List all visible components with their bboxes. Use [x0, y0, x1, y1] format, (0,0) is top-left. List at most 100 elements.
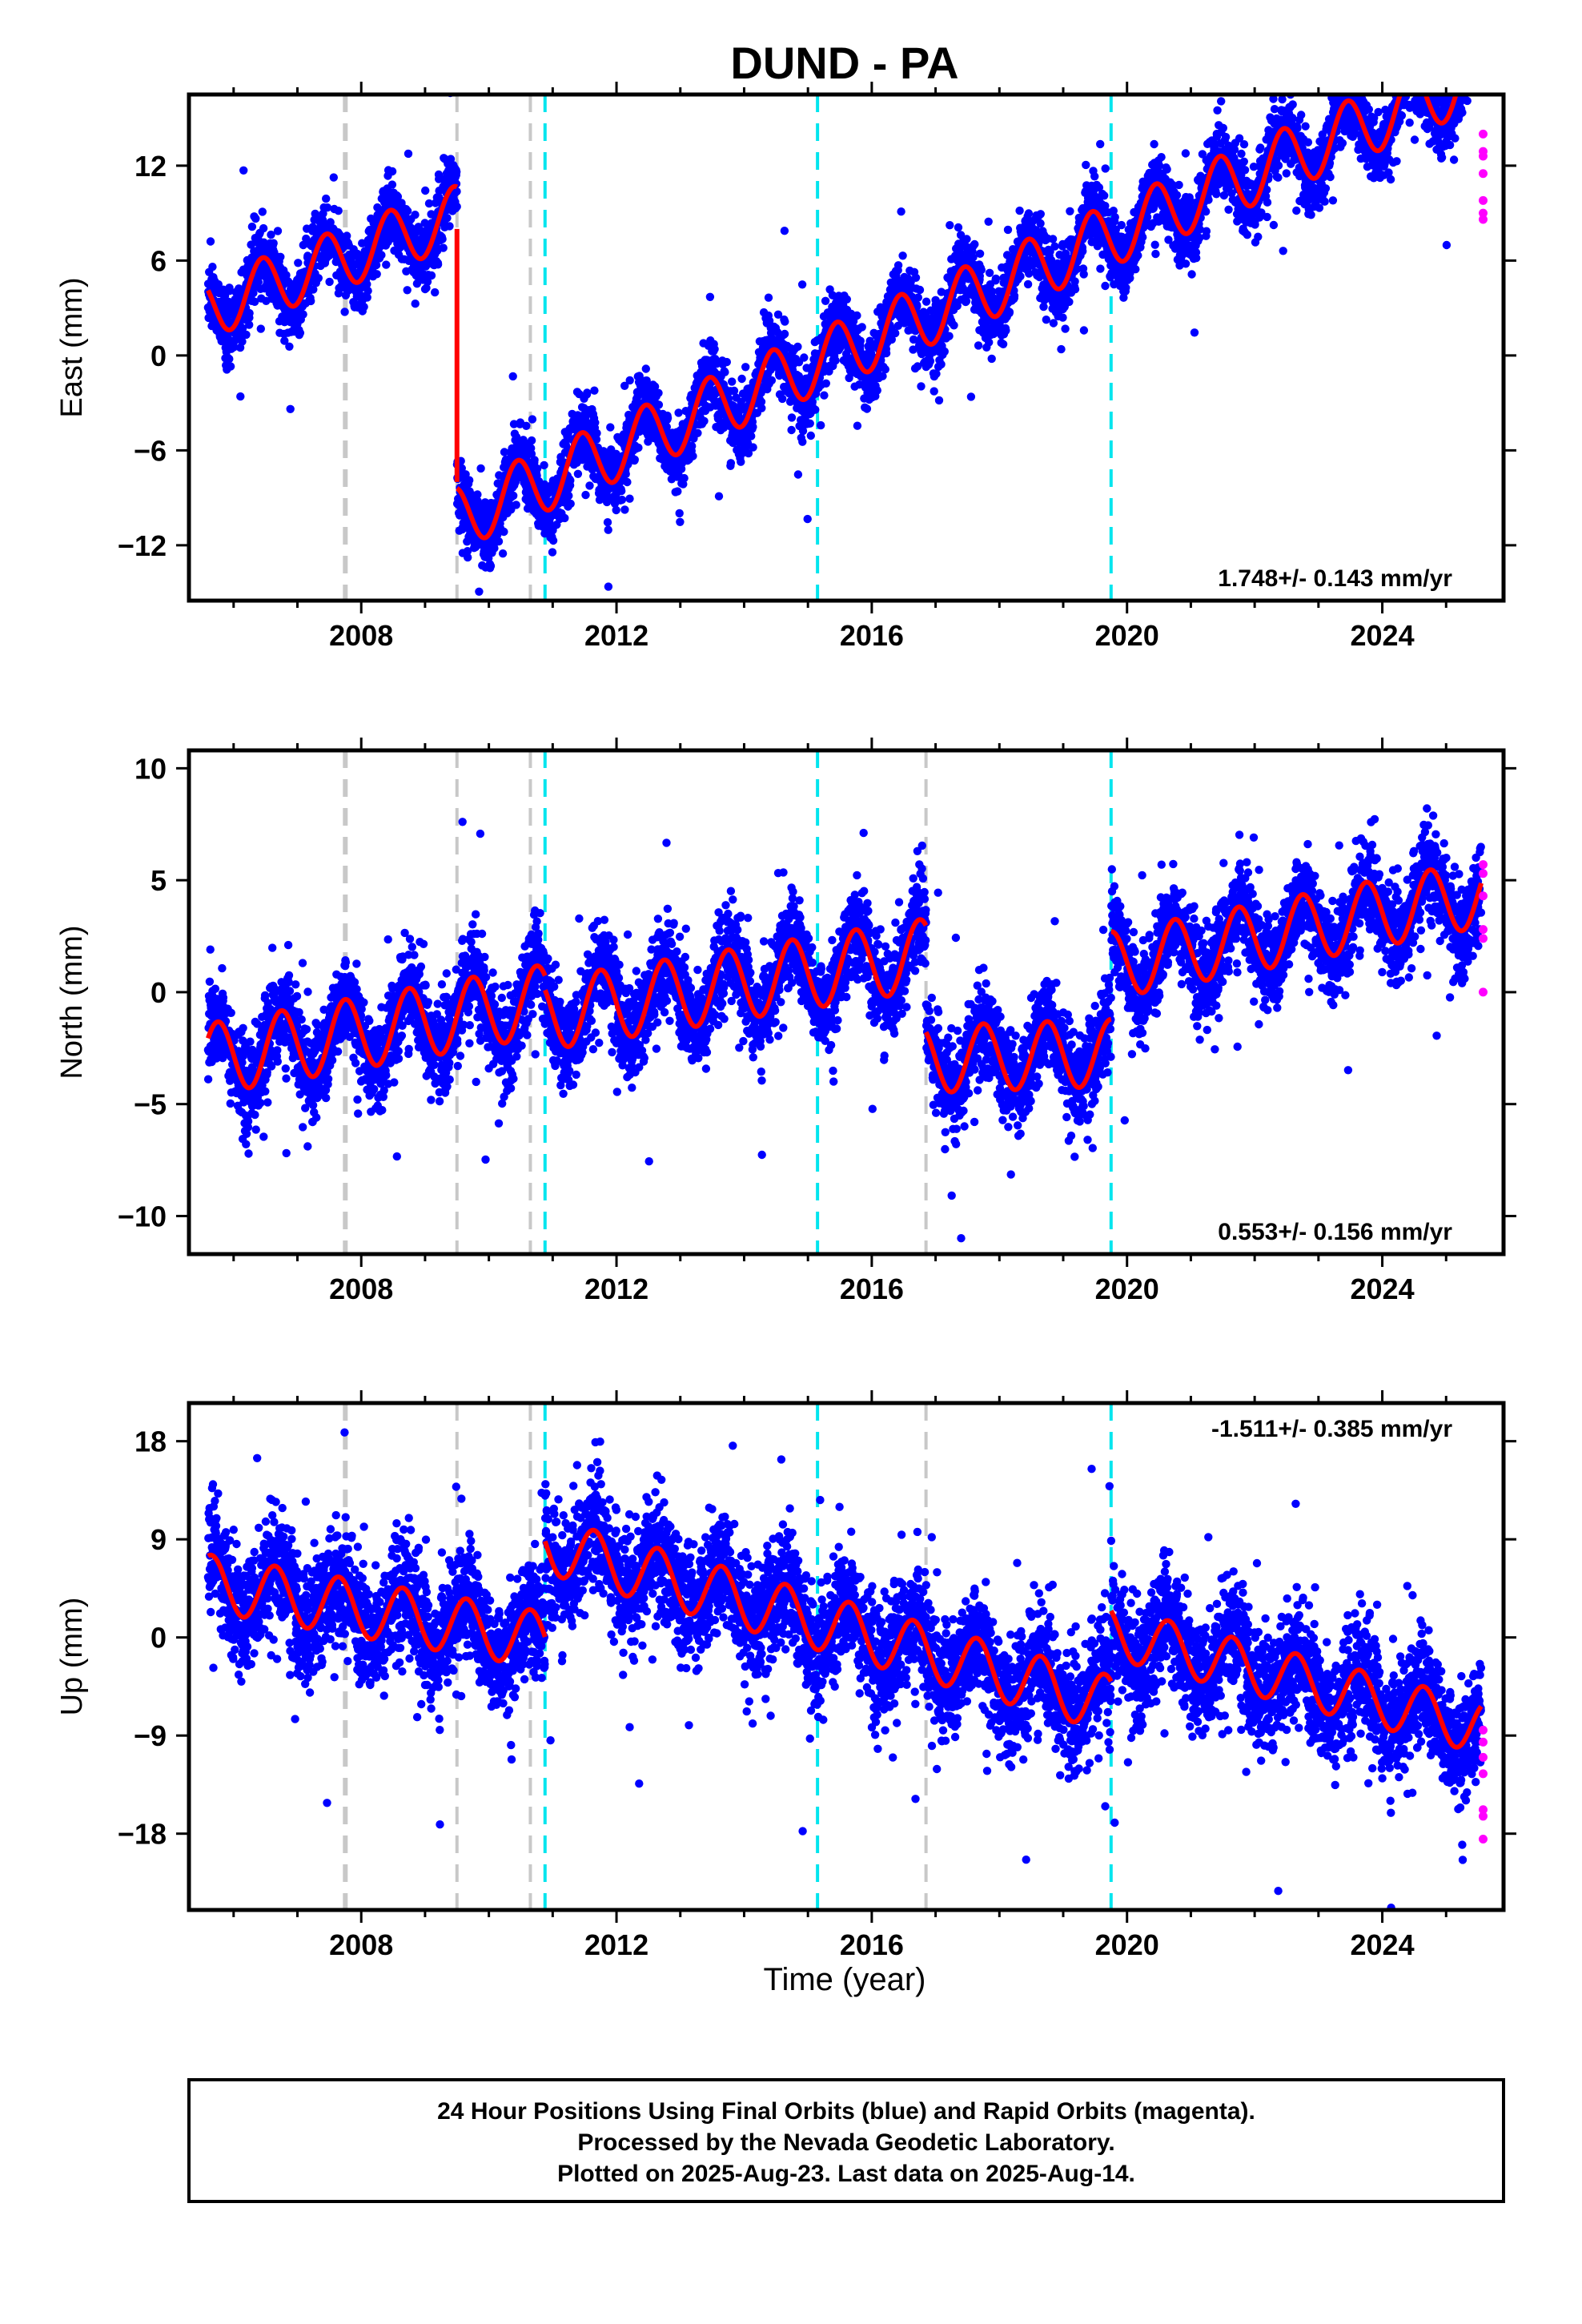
east-point	[680, 473, 689, 483]
east-point	[522, 421, 531, 430]
east-point	[560, 513, 569, 523]
east-point	[634, 443, 643, 452]
east-point	[1036, 210, 1046, 219]
east-point	[913, 293, 923, 302]
east-point	[363, 293, 371, 302]
east-point	[280, 336, 289, 345]
chart-title: DUND - PA	[730, 38, 958, 88]
east-point	[831, 356, 840, 365]
east-point	[326, 218, 335, 227]
east-point	[663, 413, 673, 423]
east-point	[1023, 279, 1033, 289]
east-point	[299, 240, 307, 250]
east-point	[445, 222, 454, 231]
east-point	[787, 425, 796, 435]
east-point	[798, 437, 807, 446]
east-point	[1048, 235, 1058, 243]
east-point	[926, 356, 935, 366]
east-point	[674, 408, 683, 417]
east-point	[898, 251, 907, 260]
east-point	[1138, 233, 1147, 242]
east-point	[805, 419, 814, 428]
east-point	[974, 341, 983, 350]
east-point	[585, 481, 594, 490]
east-point	[842, 295, 852, 304]
east-point	[853, 311, 861, 320]
east-point	[591, 418, 600, 427]
east-point	[258, 207, 267, 216]
east-point	[1090, 172, 1099, 181]
east-point	[820, 391, 829, 400]
east-point	[307, 296, 315, 306]
east-point	[625, 376, 634, 385]
east-point	[737, 457, 745, 466]
east-point	[970, 239, 979, 249]
east-point	[1100, 191, 1109, 200]
east-point	[930, 387, 938, 396]
east-point	[475, 587, 484, 596]
east-point	[254, 278, 263, 287]
east-point	[319, 209, 327, 218]
east-point	[998, 340, 1008, 348]
east-plot-area	[203, 94, 1488, 601]
east-point	[962, 235, 971, 243]
east-point	[620, 505, 629, 514]
east-point	[438, 235, 447, 243]
east-point	[722, 357, 731, 367]
east-point	[382, 260, 391, 269]
east-point	[528, 415, 537, 424]
east-point	[564, 491, 573, 501]
east-point	[787, 413, 797, 422]
east-point	[486, 561, 496, 570]
east-point	[530, 456, 539, 464]
east-point	[917, 382, 926, 391]
east-point	[1117, 220, 1126, 230]
east-point	[623, 477, 632, 487]
east-point	[1005, 308, 1014, 316]
east-point	[286, 404, 295, 413]
east-point	[242, 330, 251, 340]
east-point	[393, 192, 403, 201]
east-point	[249, 288, 258, 298]
east-point	[403, 207, 412, 215]
east-point	[463, 547, 472, 556]
east-point	[1122, 283, 1130, 292]
east-point	[737, 374, 746, 384]
east-point	[343, 231, 351, 240]
east-point	[433, 260, 443, 269]
east-point	[424, 199, 434, 208]
east-point	[239, 166, 248, 175]
east-point	[325, 277, 334, 287]
east-point	[954, 223, 963, 232]
east-point	[921, 297, 931, 306]
east-point	[566, 499, 575, 509]
east-point	[1016, 271, 1025, 281]
east-point	[630, 455, 639, 464]
east-point	[873, 386, 881, 395]
east-point	[540, 460, 548, 470]
east-point	[675, 509, 684, 518]
east-point	[797, 280, 807, 289]
east-point	[676, 517, 685, 526]
east-point	[421, 186, 430, 195]
east-point	[749, 422, 757, 432]
east-point	[893, 261, 903, 270]
east-point	[641, 364, 650, 373]
east-point	[527, 436, 536, 445]
east-point	[322, 194, 331, 203]
east-point	[966, 392, 976, 401]
east-point	[267, 230, 275, 239]
east-point	[245, 308, 254, 318]
east-point	[498, 549, 508, 558]
east-point	[1036, 219, 1045, 228]
east-point	[793, 470, 803, 479]
east-point	[294, 259, 303, 267]
east-point	[985, 268, 994, 277]
east-point	[251, 214, 260, 223]
east-point	[897, 207, 905, 216]
east-point	[226, 362, 235, 371]
east-point	[452, 202, 461, 211]
east-point	[592, 428, 601, 438]
